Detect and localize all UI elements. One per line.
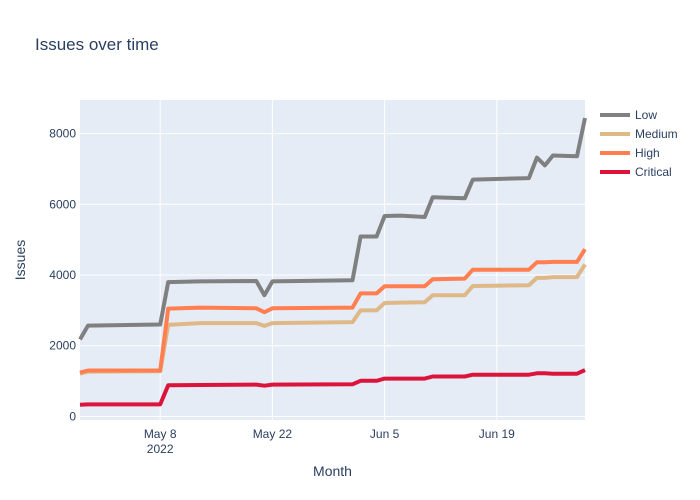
series-line-high	[79, 248, 587, 375]
legend-item-medium[interactable]: Medium	[600, 127, 678, 141]
legend-item-low[interactable]: Low	[600, 108, 657, 122]
series-line-medium	[79, 263, 587, 376]
x-tick-label: Jun 19	[479, 427, 515, 441]
legend: Low Medium High Critical	[600, 108, 678, 179]
legend-label: High	[635, 146, 660, 160]
chart-title: Issues over time	[35, 35, 159, 54]
x-tick-label: May 22	[253, 427, 293, 441]
y-tick-label: 4000	[49, 268, 76, 282]
legend-item-high[interactable]: High	[600, 146, 660, 160]
x-axis-title: Month	[313, 463, 352, 479]
y-tick-label: 0	[69, 409, 76, 423]
series-line-critical	[79, 368, 586, 407]
legend-label: Critical	[635, 165, 672, 179]
legend-label: Medium	[635, 127, 678, 141]
plot-background	[80, 100, 585, 420]
series-line-low	[78, 117, 587, 341]
legend-item-critical[interactable]: Critical	[600, 165, 672, 179]
x-tick-sublabel: 2022	[147, 442, 174, 456]
y-tick-label: 8000	[49, 127, 76, 141]
y-tick-label: 2000	[49, 339, 76, 353]
series-layer	[78, 117, 587, 407]
y-tick-label: 6000	[49, 197, 76, 211]
x-tick-label: Jun 5	[370, 427, 400, 441]
y-axis-title: Issues	[12, 240, 28, 280]
legend-label: Low	[635, 108, 657, 122]
x-tick-label: May 8	[144, 427, 177, 441]
